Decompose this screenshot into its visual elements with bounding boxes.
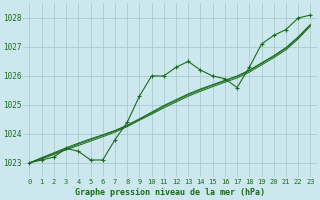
X-axis label: Graphe pression niveau de la mer (hPa): Graphe pression niveau de la mer (hPa) bbox=[75, 188, 265, 197]
